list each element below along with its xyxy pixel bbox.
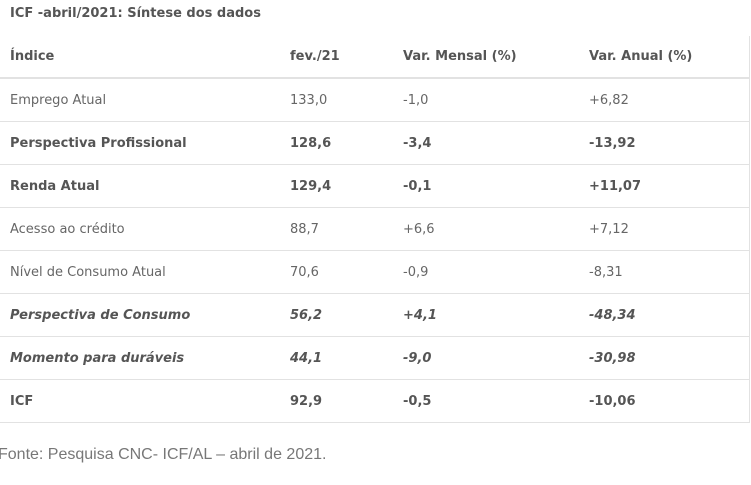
cell-var-mensal: +4,1: [393, 293, 579, 337]
cell-indice: Renda Atual: [0, 164, 280, 208]
table-row: Emprego Atual 133,0 -1,0 +6,82: [0, 78, 749, 122]
header-var-anual: Var. Anual (%): [579, 36, 749, 79]
cell-var-anual: -10,06: [579, 379, 749, 423]
cell-fev21: 92,9: [280, 379, 393, 423]
cell-var-mensal: -9,0: [393, 336, 579, 380]
cell-var-anual: -13,92: [579, 121, 749, 165]
cell-var-mensal: -3,4: [393, 121, 579, 165]
cell-indice: ICF: [0, 379, 280, 423]
cell-var-mensal: +6,6: [393, 207, 579, 251]
source-note: Fonte: Pesquisa CNC- ICF/AL – abril de 2…: [0, 446, 327, 463]
table-row: Renda Atual 129,4 -0,1 +11,07: [0, 164, 749, 208]
cell-indice: Perspectiva de Consumo: [0, 293, 280, 337]
table-row: Perspectiva Profissional 128,6 -3,4 -13,…: [0, 121, 749, 165]
table-row: Nível de Consumo Atual 70,6 -0,9 -8,31: [0, 250, 749, 294]
table-row: Acesso ao crédito 88,7 +6,6 +7,12: [0, 207, 749, 251]
table-row: ICF 92,9 -0,5 -10,06: [0, 379, 749, 423]
cell-fev21: 133,0: [280, 78, 393, 122]
header-fev21: fev./21: [280, 36, 393, 79]
data-table: Índice fev./21 Var. Mensal (%) Var. Anua…: [0, 36, 749, 423]
cell-var-mensal: -0,5: [393, 379, 579, 423]
cell-fev21: 44,1: [280, 336, 393, 380]
cell-var-anual: +11,07: [579, 164, 749, 208]
cell-fev21: 56,2: [280, 293, 393, 337]
header-indice: Índice: [0, 36, 280, 79]
cell-var-anual: -8,31: [579, 250, 749, 294]
cell-indice: Emprego Atual: [0, 78, 280, 122]
cell-fev21: 129,4: [280, 164, 393, 208]
cell-var-anual: -30,98: [579, 336, 749, 380]
table-row: Momento para duráveis 44,1 -9,0 -30,98: [0, 336, 749, 380]
cell-fev21: 128,6: [280, 121, 393, 165]
table-header-row: Índice fev./21 Var. Mensal (%) Var. Anua…: [0, 36, 749, 79]
data-table-container: Índice fev./21 Var. Mensal (%) Var. Anua…: [0, 36, 750, 423]
cell-var-anual: -48,34: [579, 293, 749, 337]
cell-var-anual: +6,82: [579, 78, 749, 122]
cell-indice: Acesso ao crédito: [0, 207, 280, 251]
table-caption: ICF -abril/2021: Síntese dos dados: [10, 6, 261, 21]
cell-var-anual: +7,12: [579, 207, 749, 251]
header-var-mensal: Var. Mensal (%): [393, 36, 579, 79]
cell-var-mensal: -1,0: [393, 78, 579, 122]
table-row: Perspectiva de Consumo 56,2 +4,1 -48,34: [0, 293, 749, 337]
cell-fev21: 88,7: [280, 207, 393, 251]
cell-indice: Perspectiva Profissional: [0, 121, 280, 165]
cell-indice: Momento para duráveis: [0, 336, 280, 380]
cell-var-mensal: -0,1: [393, 164, 579, 208]
cell-var-mensal: -0,9: [393, 250, 579, 294]
cell-fev21: 70,6: [280, 250, 393, 294]
cell-indice: Nível de Consumo Atual: [0, 250, 280, 294]
